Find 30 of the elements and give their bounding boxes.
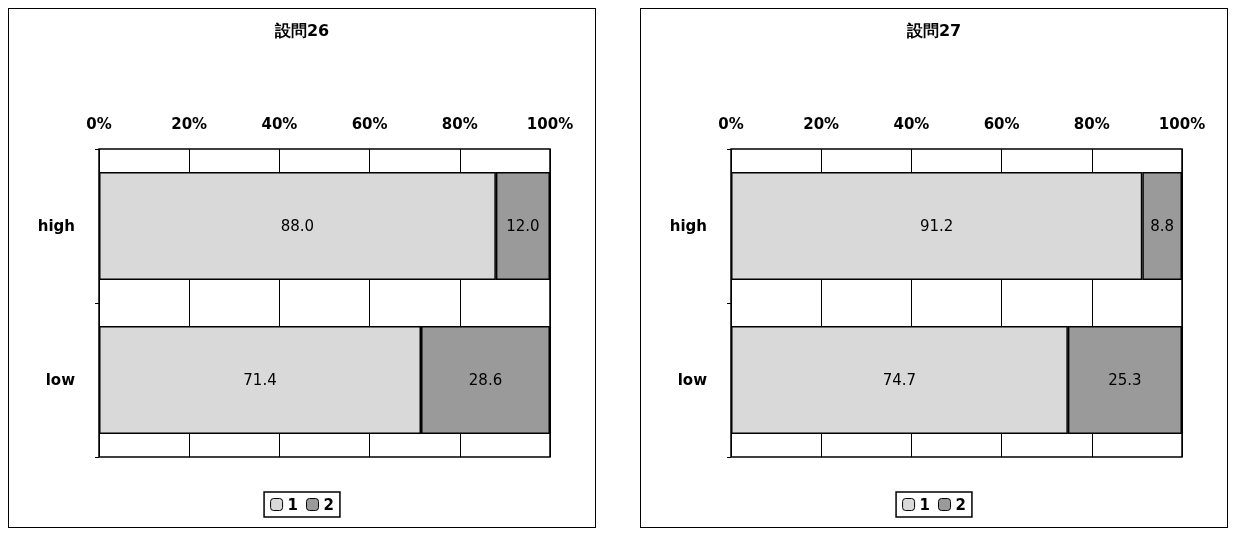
x-tick-label: 100% [1158,114,1206,133]
x-tick-label: 40% [893,114,930,133]
x-tick-label: 20% [803,114,840,133]
chart-title: 設問26 [273,20,330,40]
data-label: 8.8 [1150,217,1175,235]
y-tick-label: high [669,217,707,235]
chart-title: 設問27 [905,20,962,40]
data-label: 91.2 [919,217,954,235]
y-tick-label: low [677,371,708,389]
data-label: 28.6 [468,371,503,389]
legend-label: 2 [955,495,966,514]
x-tick-label: 60% [983,114,1020,133]
data-label: 74.7 [882,371,917,389]
x-tick-label: 40% [261,114,298,133]
x-tick-label: 0% [718,114,744,133]
data-label: 25.3 [1108,371,1142,389]
x-tick-label: 60% [351,114,388,133]
y-tick-label: low [45,371,76,389]
y-tick-label: high [37,217,75,235]
legend-label: 1 [287,495,298,514]
data-label: 88.0 [280,217,315,235]
legend-label: 2 [323,495,334,514]
x-tick-label: 0% [86,114,112,133]
legend-label: 1 [919,495,930,514]
x-tick-label: 100% [526,114,574,133]
x-tick-label: 20% [171,114,208,133]
data-label: 12.0 [506,217,540,235]
data-label: 71.4 [243,371,277,389]
x-tick-label: 80% [441,114,478,133]
x-tick-label: 80% [1073,114,1110,133]
